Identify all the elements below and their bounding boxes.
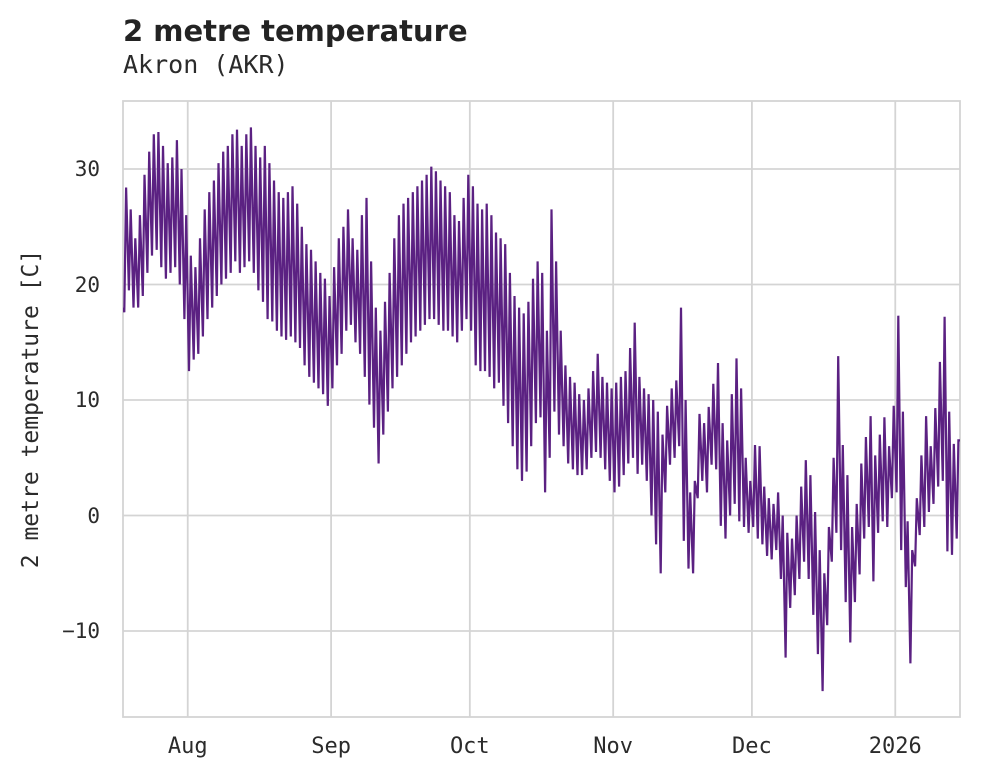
y-tick-label: 20: [74, 272, 100, 297]
y-tick-label: 10: [74, 388, 100, 412]
x-tick-label: Dec: [732, 734, 772, 759]
x-tick-label: 2026: [868, 734, 922, 759]
y-tick-label: −10: [62, 619, 100, 643]
temperature-series-line: [123, 127, 960, 692]
chart-title: 2 metre temperature: [123, 14, 468, 48]
plot-frame: [122, 100, 961, 718]
chart-subtitle: Akron (AKR): [123, 50, 289, 79]
x-tick-label: Oct: [449, 734, 490, 759]
y-tick-label: 30: [74, 157, 100, 181]
x-tick-label: Nov: [593, 734, 634, 759]
x-tick-label: Aug: [167, 734, 208, 759]
y-tick-label: 0: [87, 503, 100, 528]
x-tick-label: Sep: [311, 734, 351, 759]
